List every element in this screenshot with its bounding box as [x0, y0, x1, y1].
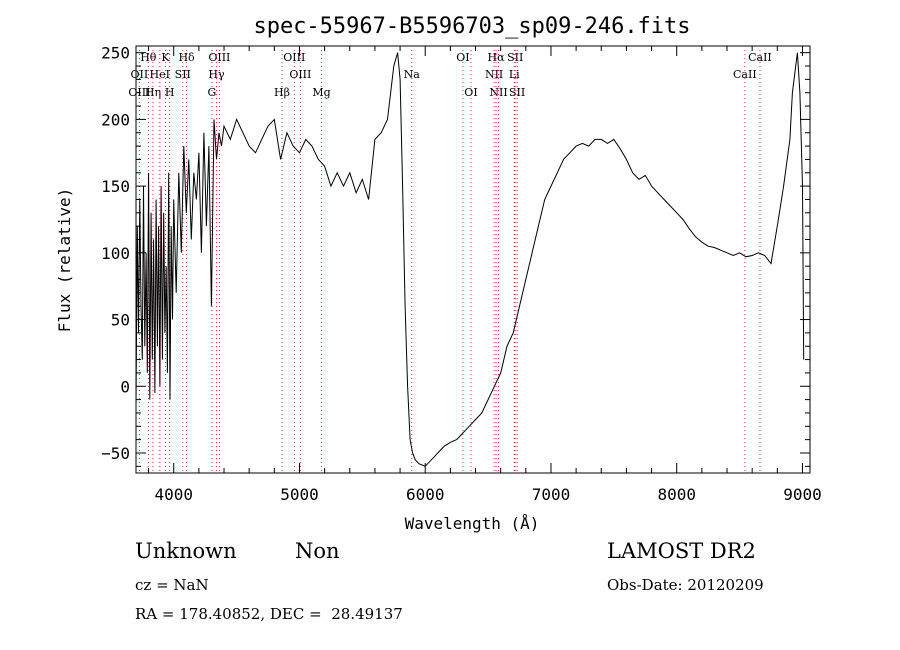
x-tick-label: 9000	[783, 485, 822, 504]
x-tick-label: 4000	[154, 485, 193, 504]
plot-frame	[135, 45, 811, 474]
x-tick-label: 6000	[406, 485, 445, 504]
y-axis-label: Flux (relative)	[55, 188, 74, 333]
line-label: Na	[404, 68, 421, 81]
y-tick-label: 200	[101, 110, 130, 129]
subclass-label: Non	[295, 539, 340, 563]
line-label: Hα	[487, 51, 505, 64]
y-tick-label: −50	[101, 444, 130, 463]
spectrum-line	[135, 52, 805, 467]
y-tick-label: 50	[111, 311, 130, 330]
x-tick-label: 8000	[657, 485, 696, 504]
line-label: OIII	[289, 68, 311, 81]
line-label: SII	[507, 51, 523, 64]
line-label: SII	[509, 86, 525, 99]
line-label: H	[165, 86, 175, 99]
y-tick-label: 150	[101, 177, 130, 196]
y-tick-label: 0	[120, 377, 130, 396]
cz-label: cz = NaN	[135, 576, 209, 594]
line-label: CaII	[748, 51, 772, 64]
line-label: Hγ	[208, 68, 225, 81]
line-label: NII	[489, 86, 507, 99]
line-label: Mg	[312, 86, 330, 99]
line-label: SII	[175, 68, 191, 81]
y-tick-label: 250	[101, 44, 130, 63]
class-label: Unknown	[135, 539, 237, 563]
x-axis-label: Wavelength (Å)	[405, 514, 540, 533]
x-axis: 4000 5000 6000 7000 8000 9000	[148, 46, 822, 504]
coords-label: RA = 178.40852, DEC = 28.49137	[135, 605, 403, 623]
line-label: G	[208, 86, 217, 99]
y-tick-label: 100	[101, 244, 130, 263]
line-markers	[138, 50, 761, 473]
line-label: CaII	[733, 68, 757, 81]
chart-title: spec-55967-B5596703_sp09-246.fits	[253, 14, 690, 39]
x-tick-label: 7000	[532, 485, 571, 504]
obs-date-label: Obs-Date: 20120209	[607, 576, 764, 594]
line-label: OI	[464, 86, 477, 99]
y-axis: −50 0 50 100 150 200 250	[101, 44, 810, 467]
line-label: OIII	[128, 86, 150, 99]
x-tick-label: 5000	[280, 485, 319, 504]
line-label: Li	[509, 68, 520, 81]
line-label: HeI	[150, 68, 170, 81]
survey-label: LAMOST DR2	[607, 539, 756, 563]
line-label: OIII	[283, 51, 305, 64]
line-label: Hθ	[140, 51, 157, 64]
line-label: OIII	[208, 51, 230, 64]
line-label: NII	[485, 68, 503, 81]
line-label: Hδ	[178, 51, 195, 64]
line-label: Hη	[145, 86, 161, 99]
line-label: Hβ	[274, 86, 290, 99]
line-label: OI	[456, 51, 469, 64]
line-label: K	[161, 51, 170, 64]
line-label: OII	[131, 68, 149, 81]
